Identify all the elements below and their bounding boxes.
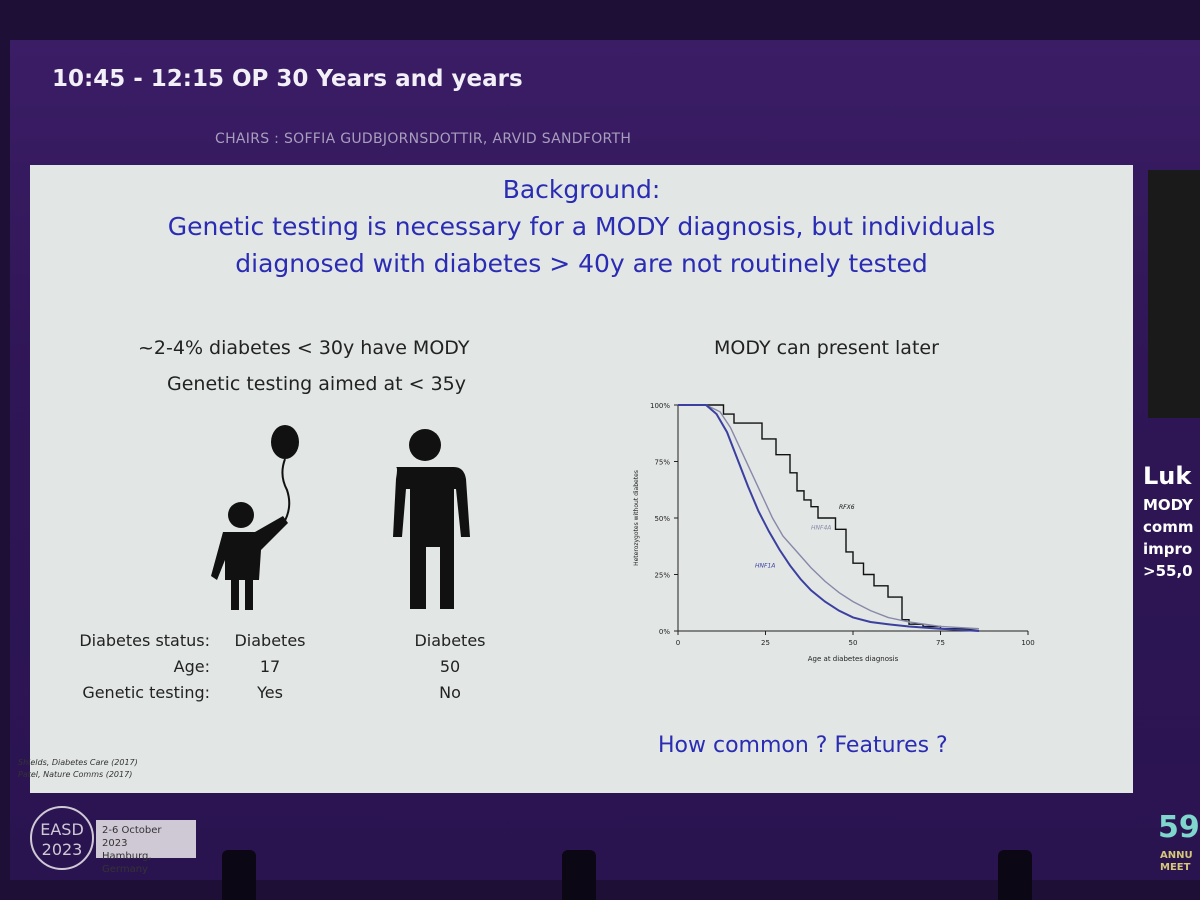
snippet-line-1: MODY bbox=[1143, 496, 1193, 514]
meeting-number: 59 bbox=[1158, 810, 1200, 845]
screen-stand-left bbox=[222, 850, 256, 900]
series-label-rfx6: RFX6 bbox=[839, 504, 855, 511]
x-tick-label: 100 bbox=[1021, 639, 1034, 647]
slide-heading-line-1: Background: bbox=[502, 175, 661, 204]
series-label-hnf4a: HNF4A bbox=[811, 524, 831, 531]
logo-text: EASD bbox=[40, 820, 84, 839]
meeting-label: ANNU MEET bbox=[1160, 850, 1193, 874]
adult-testing: No bbox=[439, 683, 461, 702]
survival-chart: 0% 25% 50% 75% 100% 0 25 50 75 100 Age at diabetes… bbox=[633, 402, 1035, 663]
x-tick-label: 75 bbox=[936, 639, 945, 647]
screen-stand-center bbox=[562, 850, 596, 900]
snippet-line-2: comm bbox=[1143, 518, 1194, 536]
x-axis-label: Age at diabetes diagnosis bbox=[808, 655, 899, 663]
references: Shields, Diabetes Care (2017) Patel, Nat… bbox=[18, 757, 138, 781]
y-tick-label: 0% bbox=[659, 628, 670, 636]
y-tick-label: 75% bbox=[654, 459, 670, 467]
slide-heading-line-3: diagnosed with diabetes > 40y are not ro… bbox=[235, 249, 928, 278]
y-tick-label: 25% bbox=[654, 572, 670, 580]
meeting-label-line-1: ANNU bbox=[1160, 850, 1193, 861]
logo-year: 2023 bbox=[42, 840, 83, 859]
reference-1: Shields, Diabetes Care (2017) bbox=[18, 758, 138, 767]
child-testing: Yes bbox=[257, 683, 283, 702]
snippet-line-4: >55,0 bbox=[1143, 562, 1193, 580]
easd-logo: EASD 2023 bbox=[30, 806, 94, 870]
meeting-location: Hamburg, Germany bbox=[102, 851, 152, 875]
next-talk-snippet: Luk MODY comm impro >55,0 bbox=[1143, 458, 1193, 582]
footer-question: How common ? Features ? bbox=[658, 733, 948, 758]
x-tick-label: 25 bbox=[761, 639, 770, 647]
reference-2: Patel, Nature Comms (2017) bbox=[18, 770, 133, 779]
x-tick-label: 50 bbox=[849, 639, 858, 647]
speaker-name: Luk bbox=[1143, 462, 1192, 490]
row-label-testing: Genetic testing: bbox=[82, 683, 210, 702]
y-tick-label: 50% bbox=[654, 515, 670, 523]
y-tick-label: 100% bbox=[650, 402, 670, 410]
adult-status: Diabetes bbox=[414, 631, 486, 650]
series-line-hnf1a bbox=[678, 404, 980, 632]
child-with-balloon-icon bbox=[211, 425, 299, 610]
meeting-date-badge: 2-6 October 2023 Hamburg, Germany bbox=[96, 820, 196, 875]
series-line-hnf4a bbox=[678, 404, 980, 630]
y-axis-label: Heterozygotes without diabetes bbox=[633, 470, 640, 566]
child-status: Diabetes bbox=[234, 631, 306, 650]
series-label-hnf1a: HNF1A bbox=[755, 563, 775, 570]
testing-age-text: Genetic testing aimed at < 35y bbox=[167, 373, 466, 395]
screen-stand-right bbox=[998, 850, 1032, 900]
adult-age: 50 bbox=[439, 657, 461, 676]
child-age: 17 bbox=[259, 657, 281, 676]
row-label-status: Diabetes status: bbox=[79, 631, 210, 650]
session-title: 10:45 - 12:15 OP 30 Years and years bbox=[52, 66, 523, 92]
series-line-rfx6 bbox=[678, 404, 979, 630]
mody-prevalence-text: ~2-4% diabetes < 30y have MODY bbox=[138, 337, 470, 359]
meeting-date: 2-6 October 2023 bbox=[102, 825, 162, 849]
adult-person-icon bbox=[393, 429, 470, 609]
row-label-age: Age: bbox=[173, 657, 210, 676]
speaker-video-panel bbox=[1148, 170, 1200, 418]
chart-heading: MODY can present later bbox=[714, 337, 939, 359]
presentation-slide: Background: Genetic testing is necessary… bbox=[18, 165, 1133, 793]
session-chairs: CHAIRS : SOFFIA GUDBJORNSDOTTIR, ARVID S… bbox=[215, 131, 632, 147]
slide-heading-line-2: Genetic testing is necessary for a MODY … bbox=[167, 212, 996, 241]
x-tick-label: 0 bbox=[676, 639, 680, 647]
snippet-line-3: impro bbox=[1143, 540, 1193, 558]
meeting-label-line-2: MEET bbox=[1160, 862, 1191, 873]
